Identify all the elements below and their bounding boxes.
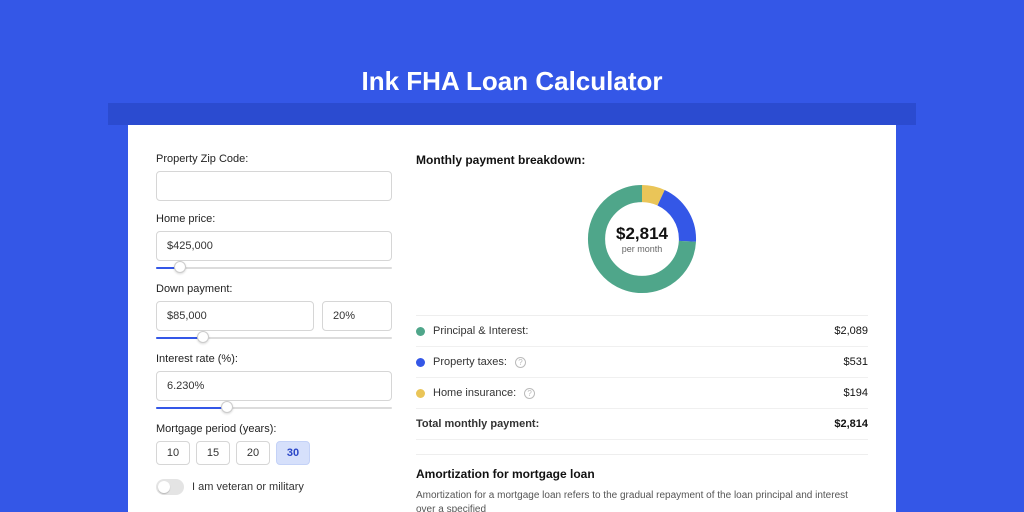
donut-amount: $2,814 <box>616 224 668 244</box>
zip-field: Property Zip Code: <box>156 153 392 201</box>
legend-total-label: Total monthly payment: <box>416 418 539 430</box>
legend-label: Property taxes: <box>433 356 507 368</box>
legend-dot-icon <box>416 389 425 398</box>
legend-row: Home insurance:? $194 <box>416 378 868 409</box>
legend-value: $194 <box>844 387 868 399</box>
legend-dot-icon <box>416 358 425 367</box>
zip-input[interactable] <box>156 171 392 201</box>
period-option-15[interactable]: 15 <box>196 441 230 465</box>
down-payment-slider[interactable] <box>156 335 392 341</box>
info-icon[interactable]: ? <box>524 388 535 399</box>
form-panel: Property Zip Code: Home price: Down paym… <box>156 153 392 512</box>
toggle-knob <box>158 481 170 493</box>
down-payment-field: Down payment: <box>156 283 392 341</box>
veteran-toggle[interactable] <box>156 479 184 495</box>
donut-chart-wrap: $2,814 per month <box>416 179 868 299</box>
legend-total-row: Total monthly payment: $2,814 <box>416 409 868 440</box>
home-price-slider[interactable] <box>156 265 392 271</box>
amortization-section: Amortization for mortgage loan Amortizat… <box>416 454 868 512</box>
down-payment-label: Down payment: <box>156 283 392 295</box>
period-option-20[interactable]: 20 <box>236 441 270 465</box>
legend-value: $531 <box>844 356 868 368</box>
interest-input[interactable] <box>156 371 392 401</box>
donut-center: $2,814 per month <box>582 179 702 299</box>
interest-field: Interest rate (%): <box>156 353 392 411</box>
interest-slider[interactable] <box>156 405 392 411</box>
down-payment-input[interactable] <box>156 301 314 331</box>
legend-value: $2,089 <box>834 325 868 337</box>
amortization-body: Amortization for a mortgage loan refers … <box>416 489 868 512</box>
legend-row: Property taxes:? $531 <box>416 347 868 378</box>
home-price-field: Home price: <box>156 213 392 271</box>
page-title: Ink FHA Loan Calculator <box>0 0 1024 97</box>
interest-label: Interest rate (%): <box>156 353 392 365</box>
period-option-30[interactable]: 30 <box>276 441 310 465</box>
period-field: Mortgage period (years): 10152030 <box>156 423 392 465</box>
home-price-label: Home price: <box>156 213 392 225</box>
legend-label: Home insurance: <box>433 387 516 399</box>
period-option-10[interactable]: 10 <box>156 441 190 465</box>
donut-sub: per month <box>622 244 663 254</box>
info-icon[interactable]: ? <box>515 357 526 368</box>
legend-label: Principal & Interest: <box>433 325 528 337</box>
breakdown-legend: Principal & Interest: $2,089 Property taxe… <box>416 315 868 440</box>
period-label: Mortgage period (years): <box>156 423 392 435</box>
veteran-label: I am veteran or military <box>192 481 304 493</box>
home-price-input[interactable] <box>156 231 392 261</box>
breakdown-title: Monthly payment breakdown: <box>416 153 868 167</box>
legend-row: Principal & Interest: $2,089 <box>416 316 868 347</box>
legend-dot-icon <box>416 327 425 336</box>
down-payment-pct-input[interactable] <box>322 301 392 331</box>
card-shadow-accent <box>108 103 916 125</box>
donut-chart: $2,814 per month <box>582 179 702 299</box>
zip-label: Property Zip Code: <box>156 153 392 165</box>
breakdown-panel: Monthly payment breakdown: $2,814 per mo… <box>416 153 868 512</box>
legend-total-value: $2,814 <box>834 418 868 430</box>
amortization-title: Amortization for mortgage loan <box>416 467 868 481</box>
veteran-row: I am veteran or military <box>156 479 392 495</box>
calculator-card: Property Zip Code: Home price: Down paym… <box>128 125 896 512</box>
period-options: 10152030 <box>156 441 392 465</box>
page-background: Ink FHA Loan Calculator Property Zip Cod… <box>0 0 1024 512</box>
